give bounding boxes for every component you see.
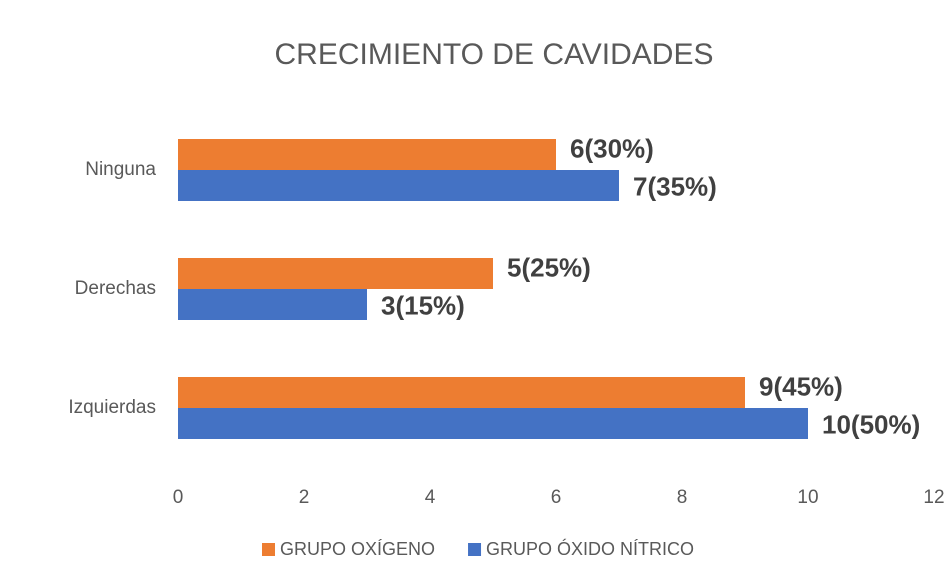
bar xyxy=(178,170,619,201)
value-label: 9(45%) xyxy=(759,371,843,401)
value-label: 3(15%) xyxy=(381,290,465,320)
x-tick-label: 6 xyxy=(551,487,562,508)
legend-label: GRUPO ÓXIDO NÍTRICO xyxy=(486,538,694,559)
value-label: 10(50%) xyxy=(822,409,920,439)
legend-swatch xyxy=(468,543,482,556)
x-tick-label: 8 xyxy=(677,487,688,508)
bar xyxy=(178,289,367,320)
value-label: 5(25%) xyxy=(507,252,591,282)
bar xyxy=(178,139,556,170)
bar xyxy=(178,408,808,439)
bar xyxy=(178,258,493,289)
x-tick-label: 2 xyxy=(299,487,310,508)
value-label: 7(35%) xyxy=(633,171,717,201)
x-tick-label: 12 xyxy=(923,487,944,508)
legend-swatch xyxy=(262,543,275,556)
value-label: 6(30%) xyxy=(570,133,654,163)
x-tick-label: 0 xyxy=(173,487,184,508)
y-tick-label: Derechas xyxy=(75,278,156,299)
chart-title: CRECIMIENTO DE CAVIDADES xyxy=(275,38,714,71)
x-tick-label: 4 xyxy=(425,487,436,508)
y-tick-label: Izquierdas xyxy=(68,397,156,418)
y-tick-label: Ninguna xyxy=(85,159,156,180)
x-tick-label: 10 xyxy=(797,487,818,508)
bar xyxy=(178,377,745,408)
legend-label: GRUPO OXÍGENO xyxy=(280,539,435,559)
